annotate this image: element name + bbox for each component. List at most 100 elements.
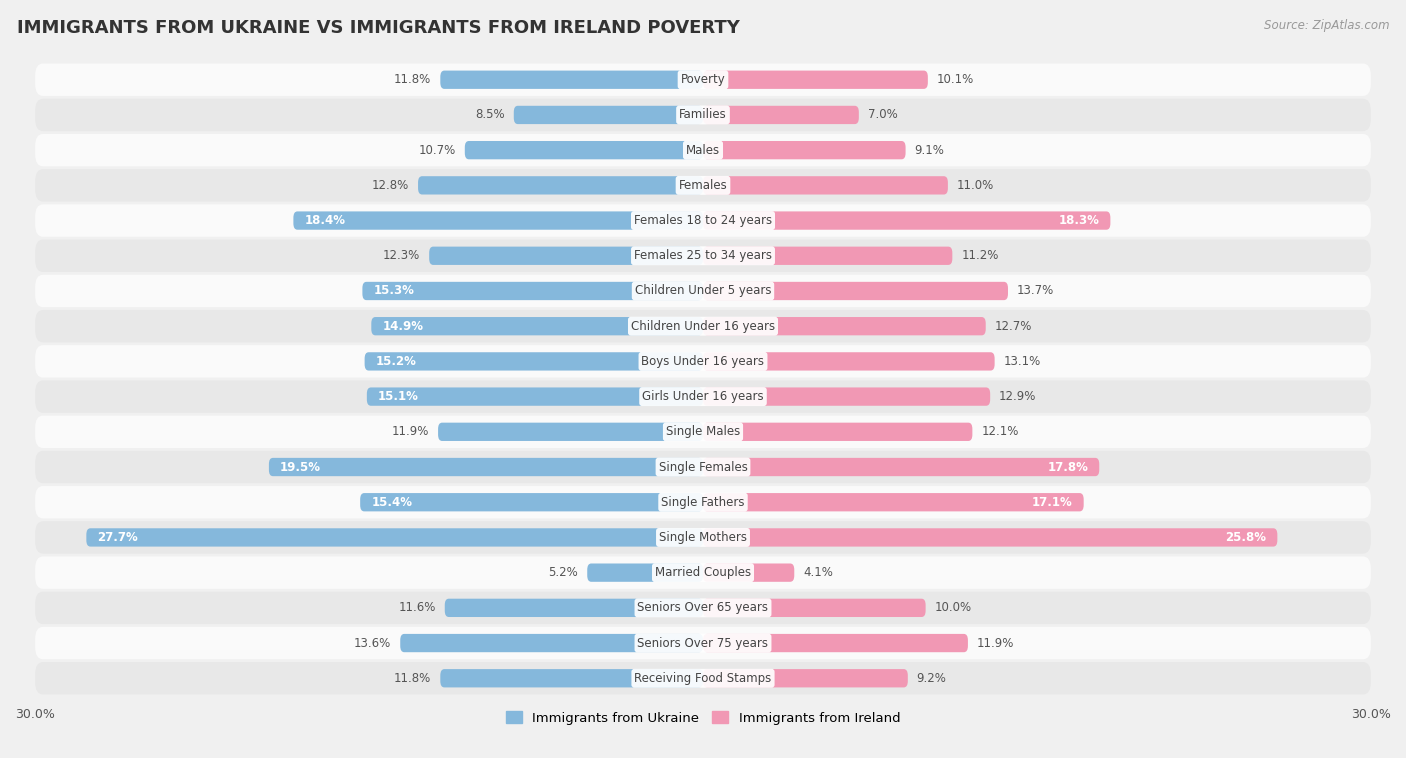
FancyBboxPatch shape: [703, 141, 905, 159]
FancyBboxPatch shape: [35, 310, 1371, 343]
FancyBboxPatch shape: [703, 176, 948, 195]
FancyBboxPatch shape: [35, 169, 1371, 202]
FancyBboxPatch shape: [703, 246, 952, 265]
Text: Seniors Over 75 years: Seniors Over 75 years: [637, 637, 769, 650]
Text: Source: ZipAtlas.com: Source: ZipAtlas.com: [1264, 19, 1389, 32]
Text: 25.8%: 25.8%: [1225, 531, 1267, 544]
Text: 11.6%: 11.6%: [398, 601, 436, 614]
FancyBboxPatch shape: [35, 275, 1371, 307]
FancyBboxPatch shape: [703, 599, 925, 617]
FancyBboxPatch shape: [703, 423, 973, 441]
Text: 5.2%: 5.2%: [548, 566, 578, 579]
FancyBboxPatch shape: [418, 176, 703, 195]
FancyBboxPatch shape: [35, 381, 1371, 413]
FancyBboxPatch shape: [294, 211, 703, 230]
FancyBboxPatch shape: [703, 282, 1008, 300]
Text: 27.7%: 27.7%: [97, 531, 138, 544]
Text: 9.2%: 9.2%: [917, 672, 946, 684]
Text: Married Couples: Married Couples: [655, 566, 751, 579]
Text: 11.0%: 11.0%: [956, 179, 994, 192]
FancyBboxPatch shape: [703, 317, 986, 335]
FancyBboxPatch shape: [35, 99, 1371, 131]
Text: 11.8%: 11.8%: [394, 74, 432, 86]
FancyBboxPatch shape: [439, 423, 703, 441]
Text: Children Under 5 years: Children Under 5 years: [634, 284, 772, 297]
FancyBboxPatch shape: [588, 563, 703, 582]
Text: 17.8%: 17.8%: [1047, 461, 1088, 474]
FancyBboxPatch shape: [703, 352, 994, 371]
FancyBboxPatch shape: [703, 528, 1277, 547]
Text: 11.9%: 11.9%: [977, 637, 1014, 650]
FancyBboxPatch shape: [703, 211, 1111, 230]
Text: Children Under 16 years: Children Under 16 years: [631, 320, 775, 333]
FancyBboxPatch shape: [35, 134, 1371, 166]
Text: 13.6%: 13.6%: [354, 637, 391, 650]
FancyBboxPatch shape: [440, 70, 703, 89]
Text: 4.1%: 4.1%: [803, 566, 832, 579]
Text: 15.2%: 15.2%: [375, 355, 416, 368]
FancyBboxPatch shape: [703, 387, 990, 406]
Text: 12.3%: 12.3%: [382, 249, 420, 262]
FancyBboxPatch shape: [401, 634, 703, 652]
Text: Single Mothers: Single Mothers: [659, 531, 747, 544]
Text: Females 25 to 34 years: Females 25 to 34 years: [634, 249, 772, 262]
FancyBboxPatch shape: [35, 64, 1371, 96]
FancyBboxPatch shape: [703, 563, 794, 582]
Text: 10.1%: 10.1%: [936, 74, 974, 86]
FancyBboxPatch shape: [444, 599, 703, 617]
FancyBboxPatch shape: [367, 387, 703, 406]
FancyBboxPatch shape: [703, 634, 967, 652]
FancyBboxPatch shape: [35, 662, 1371, 694]
Text: 17.1%: 17.1%: [1032, 496, 1073, 509]
FancyBboxPatch shape: [35, 240, 1371, 272]
FancyBboxPatch shape: [703, 70, 928, 89]
Text: 9.1%: 9.1%: [914, 144, 945, 157]
Text: 11.9%: 11.9%: [392, 425, 429, 438]
FancyBboxPatch shape: [86, 528, 703, 547]
FancyBboxPatch shape: [35, 415, 1371, 448]
FancyBboxPatch shape: [363, 282, 703, 300]
Text: Boys Under 16 years: Boys Under 16 years: [641, 355, 765, 368]
FancyBboxPatch shape: [269, 458, 703, 476]
FancyBboxPatch shape: [429, 246, 703, 265]
FancyBboxPatch shape: [371, 317, 703, 335]
FancyBboxPatch shape: [440, 669, 703, 688]
Text: Single Fathers: Single Fathers: [661, 496, 745, 509]
Text: Families: Families: [679, 108, 727, 121]
Text: Seniors Over 65 years: Seniors Over 65 years: [637, 601, 769, 614]
Text: 14.9%: 14.9%: [382, 320, 423, 333]
Text: 12.1%: 12.1%: [981, 425, 1018, 438]
Text: 13.7%: 13.7%: [1017, 284, 1054, 297]
FancyBboxPatch shape: [364, 352, 703, 371]
Text: 11.8%: 11.8%: [394, 672, 432, 684]
Text: 12.9%: 12.9%: [1000, 390, 1036, 403]
FancyBboxPatch shape: [703, 106, 859, 124]
Text: 15.1%: 15.1%: [378, 390, 419, 403]
FancyBboxPatch shape: [35, 522, 1371, 553]
Text: Poverty: Poverty: [681, 74, 725, 86]
Text: 15.4%: 15.4%: [371, 496, 412, 509]
Text: 13.1%: 13.1%: [1004, 355, 1040, 368]
Text: Girls Under 16 years: Girls Under 16 years: [643, 390, 763, 403]
Text: Females 18 to 24 years: Females 18 to 24 years: [634, 214, 772, 227]
FancyBboxPatch shape: [35, 486, 1371, 518]
Text: Single Females: Single Females: [658, 461, 748, 474]
FancyBboxPatch shape: [35, 345, 1371, 377]
Text: 10.7%: 10.7%: [419, 144, 456, 157]
FancyBboxPatch shape: [465, 141, 703, 159]
Text: IMMIGRANTS FROM UKRAINE VS IMMIGRANTS FROM IRELAND POVERTY: IMMIGRANTS FROM UKRAINE VS IMMIGRANTS FR…: [17, 19, 740, 37]
Text: 12.8%: 12.8%: [373, 179, 409, 192]
Text: Receiving Food Stamps: Receiving Food Stamps: [634, 672, 772, 684]
FancyBboxPatch shape: [703, 493, 1084, 512]
FancyBboxPatch shape: [35, 205, 1371, 236]
FancyBboxPatch shape: [703, 669, 908, 688]
Text: Females: Females: [679, 179, 727, 192]
FancyBboxPatch shape: [703, 458, 1099, 476]
Legend: Immigrants from Ukraine, Immigrants from Ireland: Immigrants from Ukraine, Immigrants from…: [501, 706, 905, 730]
Text: 11.2%: 11.2%: [962, 249, 998, 262]
FancyBboxPatch shape: [360, 493, 703, 512]
FancyBboxPatch shape: [35, 627, 1371, 659]
FancyBboxPatch shape: [35, 451, 1371, 483]
Text: 10.0%: 10.0%: [935, 601, 972, 614]
Text: 8.5%: 8.5%: [475, 108, 505, 121]
